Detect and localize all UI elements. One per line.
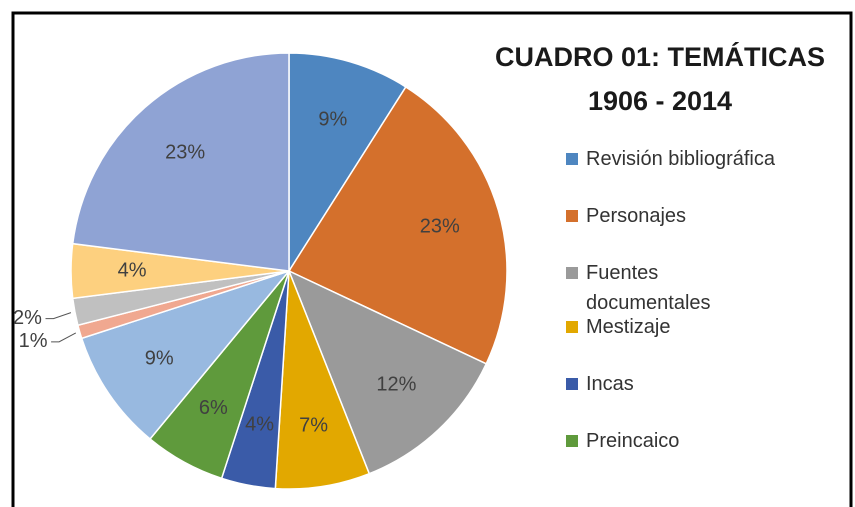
pie-slice bbox=[287, 269, 488, 475]
pie-slice bbox=[80, 269, 292, 441]
pie-slice bbox=[287, 85, 508, 365]
chart-subtitle: 1906 - 2014 bbox=[587, 86, 733, 116]
legend-item: Fuentes documentales bbox=[566, 258, 711, 318]
data-label: 4% bbox=[118, 259, 147, 281]
leader-line bbox=[45, 312, 72, 320]
data-label: 6% bbox=[199, 397, 228, 419]
legend-item: Incas bbox=[566, 369, 816, 399]
chart-title: CUADRO 01: TEMÁTICAS bbox=[494, 42, 825, 72]
data-label: 9% bbox=[318, 109, 347, 131]
legend-label: Preincaico bbox=[586, 430, 680, 452]
legend-swatch bbox=[566, 321, 578, 333]
data-label: 12% bbox=[376, 374, 416, 396]
legend-label: Fuentes documentales bbox=[586, 262, 711, 314]
legend-label: Revisión bibliográfica bbox=[586, 148, 775, 170]
data-label: 4% bbox=[245, 413, 274, 435]
legend: Revisión bibliográfica Personajes Fuentes … bbox=[566, 144, 816, 483]
pie-slice bbox=[288, 52, 407, 274]
data-label: 23% bbox=[420, 215, 460, 237]
legend-swatch bbox=[566, 435, 578, 447]
data-label: 23% bbox=[165, 142, 205, 164]
legend-swatch bbox=[566, 267, 578, 279]
legend-label: Mestizaje bbox=[586, 316, 671, 338]
data-label: 1% bbox=[19, 330, 48, 352]
legend-item: Revisión bibliográfica bbox=[566, 144, 816, 174]
pie-slice bbox=[71, 52, 290, 272]
legend-label: Personajes bbox=[586, 205, 687, 227]
legend-label: Incas bbox=[586, 373, 634, 395]
legend-swatch bbox=[566, 378, 578, 390]
data-label: 2% bbox=[13, 307, 42, 329]
legend-item: Preincaico bbox=[566, 426, 816, 456]
legend-item: Personajes bbox=[566, 201, 816, 231]
data-label: 7% bbox=[299, 414, 328, 436]
leader-line bbox=[51, 332, 77, 343]
data-label: 9% bbox=[145, 348, 174, 370]
frame bbox=[11, 11, 853, 507]
legend-swatch bbox=[566, 210, 578, 222]
legend-swatch bbox=[566, 153, 578, 165]
legend-item: Mestizaje bbox=[566, 312, 816, 342]
